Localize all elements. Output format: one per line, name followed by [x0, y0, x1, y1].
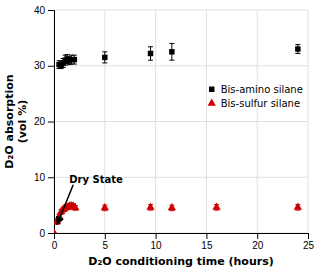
error-bar	[295, 45, 300, 54]
annotation-text: Dry State	[69, 174, 123, 185]
tick-mark	[257, 233, 258, 239]
error-bar	[102, 52, 107, 63]
tick-mark	[206, 233, 207, 239]
tick: 25	[303, 233, 315, 251]
legend: Bis-amino silane Bis-sulfur silane	[208, 84, 303, 109]
point	[71, 203, 79, 210]
tick-label: 15	[201, 240, 213, 251]
point	[102, 55, 107, 60]
tick-mark	[48, 66, 54, 67]
tick-label: 0	[39, 228, 45, 239]
tick: 0	[39, 228, 54, 239]
tick-mark	[48, 233, 54, 234]
tick: 5	[103, 233, 109, 251]
tick-label: 25	[303, 240, 315, 251]
y-axis: 0 10 20 30 40	[34, 5, 55, 239]
tick-mark	[156, 233, 157, 239]
legend-swatch	[209, 87, 214, 92]
y-axis-label: D₂O absorption(vol %)	[3, 74, 29, 168]
axis-line	[55, 234, 309, 240]
tick: 10	[34, 172, 54, 183]
legend-item: Bis-sulfur silane	[208, 98, 300, 109]
annotation: Dry State	[57, 174, 123, 225]
tick-mark	[48, 10, 54, 11]
tick: 0	[52, 233, 58, 251]
x-axis-label: D₂O conditioning time (hours)	[88, 255, 273, 268]
x-axis: 0 5 10 15 20 25	[52, 233, 315, 251]
series	[54, 201, 302, 233]
data-marks	[54, 43, 302, 233]
tick: 20	[34, 116, 54, 127]
tick: 30	[34, 60, 54, 71]
point	[101, 203, 109, 210]
point	[295, 46, 300, 51]
point	[212, 203, 220, 210]
y-axis-label-line: (vol %)	[16, 100, 29, 143]
tick: 10	[151, 233, 163, 251]
point	[148, 51, 153, 56]
tick-mark	[105, 233, 106, 239]
tick: 40	[34, 5, 54, 16]
error-bar	[72, 55, 77, 64]
grid-line-y	[54, 65, 308, 66]
point	[294, 203, 302, 210]
tick-label: 40	[34, 5, 46, 16]
tick-mark	[48, 177, 54, 178]
point	[169, 49, 174, 54]
series	[56, 43, 300, 68]
point	[54, 228, 58, 233]
point	[146, 203, 154, 210]
point	[168, 203, 176, 210]
legend-label: Bis-amino silane	[221, 84, 303, 95]
tick-label: 0	[52, 240, 58, 251]
legend-swatch	[208, 98, 216, 105]
plot-area: 0 5 10 15 20 25 0 10 20 30 40 Dry State D₂O conditio…	[3, 5, 314, 268]
grid	[54, 10, 308, 233]
point	[72, 57, 77, 62]
tick-label: 20	[34, 116, 46, 127]
chart: 0 5 10 15 20 25 0 10 20 30 40 Dry State D₂O conditio…	[0, 0, 320, 271]
tick-mark	[48, 122, 54, 123]
grid-line-y	[54, 121, 308, 122]
annotation-arrow	[57, 185, 73, 225]
y-axis-label-line: D₂O absorption	[3, 74, 16, 168]
tick: 20	[252, 233, 264, 251]
legend-item: Bis-amino silane	[209, 84, 303, 95]
tick: 15	[201, 233, 213, 251]
error-bar	[148, 47, 153, 60]
tick-label: 10	[151, 240, 163, 251]
error-bar	[169, 43, 174, 60]
legend-label: Bis-sulfur silane	[221, 98, 300, 109]
tick-label: 20	[252, 240, 264, 251]
tick-mark	[308, 233, 309, 239]
grid-line-y	[54, 10, 308, 11]
tick-label: 5	[103, 240, 109, 251]
axis-line	[48, 11, 55, 234]
tick-label: 10	[34, 172, 46, 183]
tick-label: 30	[34, 60, 46, 71]
